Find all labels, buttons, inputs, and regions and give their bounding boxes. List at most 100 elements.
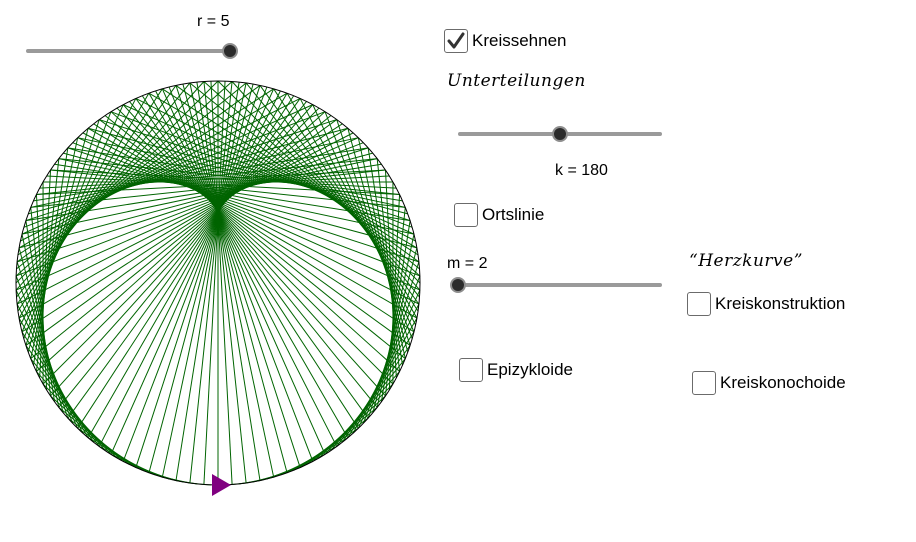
r-slider-label: r = 5 — [197, 13, 230, 30]
kreiskonstruktion-checkbox[interactable] — [687, 292, 711, 316]
chord-line — [273, 88, 419, 312]
chord-line — [122, 86, 268, 462]
chord-line — [15, 137, 359, 291]
chord-line — [50, 169, 397, 189]
checkmark-icon — [447, 32, 465, 49]
chord-line — [67, 147, 420, 263]
chord-line — [87, 92, 288, 438]
chord-line — [299, 98, 417, 326]
chord-line — [210, 81, 233, 485]
chord-line — [116, 107, 394, 385]
kreiskonochoide-checkbox-row[interactable]: Kreiskonochoide — [692, 371, 846, 395]
chord-line — [25, 119, 338, 346]
chord-line — [58, 101, 307, 408]
chord-line — [129, 101, 378, 408]
k-slider-label: k = 180 — [555, 162, 608, 179]
chord-line — [161, 82, 247, 478]
chord-line — [189, 82, 275, 478]
chord-line — [16, 147, 369, 263]
chord-line — [67, 147, 403, 202]
chord-line — [98, 90, 281, 447]
k-slider[interactable] — [458, 125, 662, 143]
chord-line — [231, 81, 421, 291]
ortslinie-checkbox[interactable] — [454, 203, 478, 227]
chord-line — [58, 158, 415, 235]
chord-line — [162, 88, 419, 256]
chord-line — [312, 104, 415, 333]
chord-line — [189, 82, 420, 270]
kreiskonochoide-checkbox[interactable] — [692, 371, 716, 395]
chord-line — [42, 107, 320, 385]
kreiskonochoide-label: Kreiskonochoide — [720, 373, 846, 392]
chord-line — [110, 111, 413, 228]
epizykloide-checkbox-row[interactable]: Epizykloide — [459, 358, 573, 382]
m-slider-label: m = 2 — [447, 255, 488, 272]
chord-line — [18, 152, 373, 249]
chord-line — [110, 88, 275, 455]
herzkurve-label: “Herzkurve” — [689, 251, 803, 271]
chord-line — [175, 85, 301, 468]
kreissehnen-checkbox-row[interactable]: Kreissehnen — [444, 29, 567, 53]
chord-line — [347, 128, 409, 353]
chord-line — [16, 132, 354, 305]
chord-line — [18, 92, 150, 319]
chord-line — [25, 119, 100, 346]
kreissehnen-label: Kreissehnen — [472, 31, 567, 50]
chord-line — [88, 127, 408, 215]
chord-line — [16, 303, 84, 434]
r-slider-track — [26, 49, 230, 53]
epizykloide-checkbox[interactable] — [459, 358, 483, 382]
epizykloide-label: Epizykloide — [487, 360, 573, 379]
chord-line — [148, 92, 349, 438]
chord-line — [384, 207, 406, 397]
chord-line — [63, 152, 418, 249]
chord-line — [203, 81, 421, 277]
chord-line — [77, 137, 421, 291]
chord-line — [135, 85, 261, 468]
unterteilungen-label: Unterteilungen — [447, 71, 586, 91]
ortslinie-label: Ortslinie — [482, 205, 545, 224]
chord-line — [25, 163, 382, 222]
chord-line — [72, 142, 421, 277]
chord-line — [36, 111, 326, 372]
ortslinie-checkbox-row[interactable]: Ortslinie — [454, 203, 544, 227]
chord-line — [36, 158, 378, 195]
r-slider-thumb[interactable] — [222, 43, 238, 59]
chord-line — [18, 127, 349, 319]
chord-line — [104, 115, 406, 360]
chord-line — [25, 220, 56, 402]
chord-line — [372, 247, 418, 413]
chord-line — [175, 82, 240, 481]
chord-line — [155, 90, 338, 447]
chord-line — [161, 88, 326, 455]
chord-line — [15, 81, 233, 277]
chord-line — [16, 261, 69, 419]
chord-line — [16, 85, 177, 305]
chord-lines — [15, 80, 421, 486]
chord-line — [203, 81, 247, 484]
chord-line — [30, 115, 332, 360]
point-marker-icon[interactable] — [212, 474, 231, 496]
chord-line — [18, 92, 288, 249]
chord-line — [148, 92, 418, 249]
m-slider[interactable] — [450, 276, 662, 294]
chord-line — [182, 83, 288, 473]
chord-line — [21, 104, 124, 333]
kreissehnen-checkbox[interactable] — [444, 29, 468, 53]
kreiskonstruktion-checkbox-row[interactable]: Kreiskonstruktion — [687, 292, 845, 316]
chord-line — [388, 194, 401, 391]
chord-line — [189, 81, 233, 484]
r-slider[interactable] — [26, 42, 238, 60]
chord-line — [347, 317, 418, 438]
chord-line — [99, 119, 411, 222]
chord-line — [122, 104, 386, 397]
chord-line — [141, 95, 359, 429]
m-slider-thumb[interactable] — [450, 277, 466, 293]
chord-line — [58, 158, 400, 195]
k-slider-thumb[interactable] — [552, 126, 568, 142]
chord-line — [98, 119, 411, 346]
chord-line — [25, 119, 337, 222]
m-slider-track — [458, 283, 662, 287]
kreiskonstruktion-label: Kreiskonstruktion — [715, 294, 846, 313]
